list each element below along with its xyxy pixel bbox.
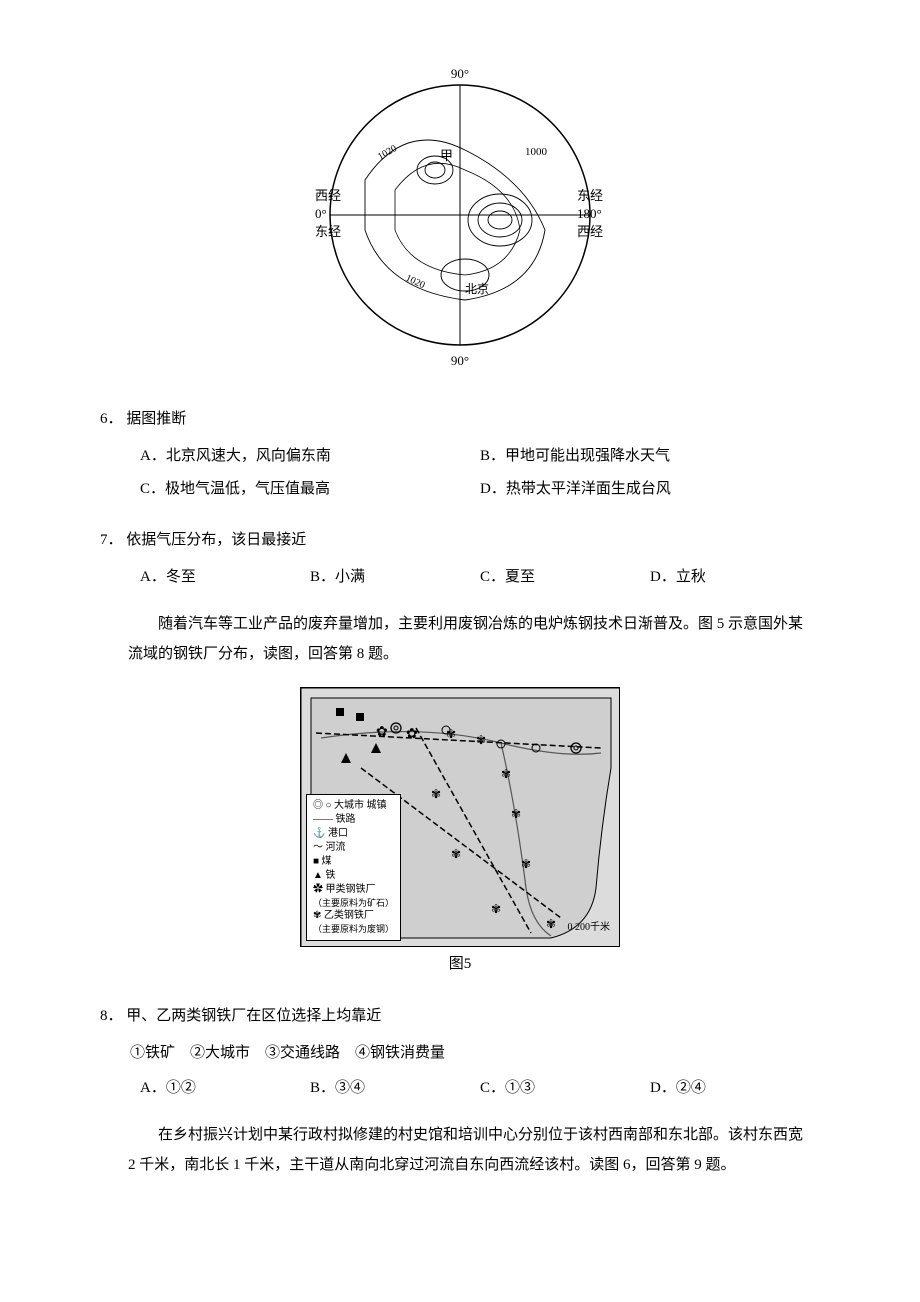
figure1-box: 90° 90° 西经 0° 东经 东经 180° 西经 甲 北京 1000 10… [305,60,615,381]
svg-text:✿: ✿ [406,727,418,742]
q7-opt-d: D．立秋 [650,564,820,591]
q6-opt-b: B．甲地可能出现强降水天气 [480,443,820,470]
q8-opt-d: D．②④ [650,1075,820,1102]
q8: 8． 甲、乙两类钢铁厂在区位选择上均靠近 [100,1003,820,1030]
q8-stem: 甲、乙两类钢铁厂在区位选择上均靠近 [126,1008,381,1024]
fig1-right-lower: 西经 [577,224,603,239]
q6-opt-c: C．极地气温低，气压值最高 [140,476,480,503]
figure5-wrap: ✿ ✿ ✾ ✾ ✾ ✾ ✾ ✾ ✾ ✾ ✾ ◎ ○ 大城市 城镇 —— 铁路 ⚓… [300,687,620,947]
fig1-inner2: 北京 [465,282,489,296]
fig1-label-top: 90° [451,66,469,81]
figure5-scale: 0 200千米 [568,919,611,937]
q8-sub: ①铁矿 ②大城市 ③交通线路 ④钢铁消费量 [100,1040,820,1067]
passage1: 随着汽车等工业产品的废弃量增加，主要利用废钢冶炼的电炉炼钢技术日渐普及。图 5 … [100,609,820,669]
svg-text:✾: ✾ [521,857,531,871]
fig1-right-upper: 东经 [577,188,603,203]
svg-text:✾: ✾ [511,807,521,821]
q7-opt-b: B．小满 [310,564,480,591]
legend-coal: ■ 煤 [313,855,394,869]
q6-number: 6． [100,411,123,427]
q8-opt-c: C．①③ [480,1075,650,1102]
fig1-right-mid: 180° [577,206,602,221]
fig1-left-lower: 东经 [315,224,341,239]
passage2: 在乡村振兴计划中某行政村拟修建的村史馆和培训中心分别位于该村西南部和东北部。该村… [100,1120,820,1180]
svg-text:✾: ✾ [491,902,501,916]
q6-stem: 据图推断 [126,411,186,427]
fig1-left-upper: 西经 [315,188,341,203]
figure5-box: ✿ ✿ ✾ ✾ ✾ ✾ ✾ ✾ ✾ ✾ ✾ ◎ ○ 大城市 城镇 —— 铁路 ⚓… [300,687,620,978]
legend-iron: ▲ 铁 [313,869,394,883]
q8-opt-a: A．①② [140,1075,310,1102]
legend-port: ⚓ 港口 [313,827,394,841]
svg-text:✾: ✾ [501,767,511,781]
q6: 6． 据图推断 [100,406,820,433]
q7-opt-c: C．夏至 [480,564,650,591]
fig1-inner1: 甲 [440,148,453,163]
figure1-container: 90° 90° 西经 0° 东经 东经 180° 西经 甲 北京 1000 10… [100,60,820,381]
figure1-svg: 90° 90° 西经 0° 东经 东经 180° 西经 甲 北京 1000 10… [305,60,615,370]
legend-city: ◎ ○ 大城市 城镇 [313,799,394,813]
legend-river: ～ 河流 [313,841,394,855]
svg-text:✾: ✾ [476,733,486,747]
q7-opt-a: A．冬至 [140,564,310,591]
legend-plantB: ✾ 乙类钢铁厂 [313,909,394,923]
legend-plantA-note: （主要原料为矿石） [313,897,394,910]
svg-text:✿: ✿ [376,725,388,740]
fig1-left-mid: 0° [315,206,327,221]
q6-options: A．北京风速大，风向偏东南 B．甲地可能出现强降水天气 C．极地气温低，气压值最… [100,443,820,509]
q8-opt-b: B．③④ [310,1075,480,1102]
legend-plantB-note: （主要原料为废钢） [313,923,394,936]
q7-options: A．冬至 B．小满 C．夏至 D．立秋 [100,564,820,591]
q8-number: 8． [100,1008,123,1024]
q7-stem: 依据气压分布，该日最接近 [126,532,306,548]
q7-number: 7． [100,532,123,548]
figure5-caption: 图5 [300,951,620,978]
fig1-label-bottom: 90° [451,353,469,368]
figure5-legend: ◎ ○ 大城市 城镇 —— 铁路 ⚓ 港口 ～ 河流 ■ 煤 ▲ 铁 ✿ 甲类钢… [306,794,401,941]
q7: 7． 依据气压分布，该日最接近 [100,527,820,554]
legend-rail: —— 铁路 [313,813,394,827]
q8-options: A．①② B．③④ C．①③ D．②④ [100,1075,820,1102]
q6-opt-a: A．北京风速大，风向偏东南 [140,443,480,470]
svg-text:✾: ✾ [431,787,441,801]
q6-opt-d: D．热带太平洋洋面生成台风 [480,476,820,503]
svg-text:✾: ✾ [446,727,456,741]
legend-plantA: ✿ 甲类钢铁厂 [313,883,394,897]
svg-text:✾: ✾ [451,847,461,861]
fig1-c1000: 1000 [525,146,548,158]
svg-text:✾: ✾ [546,917,556,931]
figure5-container: ✿ ✿ ✾ ✾ ✾ ✾ ✾ ✾ ✾ ✾ ✾ ◎ ○ 大城市 城镇 —— 铁路 ⚓… [100,687,820,978]
